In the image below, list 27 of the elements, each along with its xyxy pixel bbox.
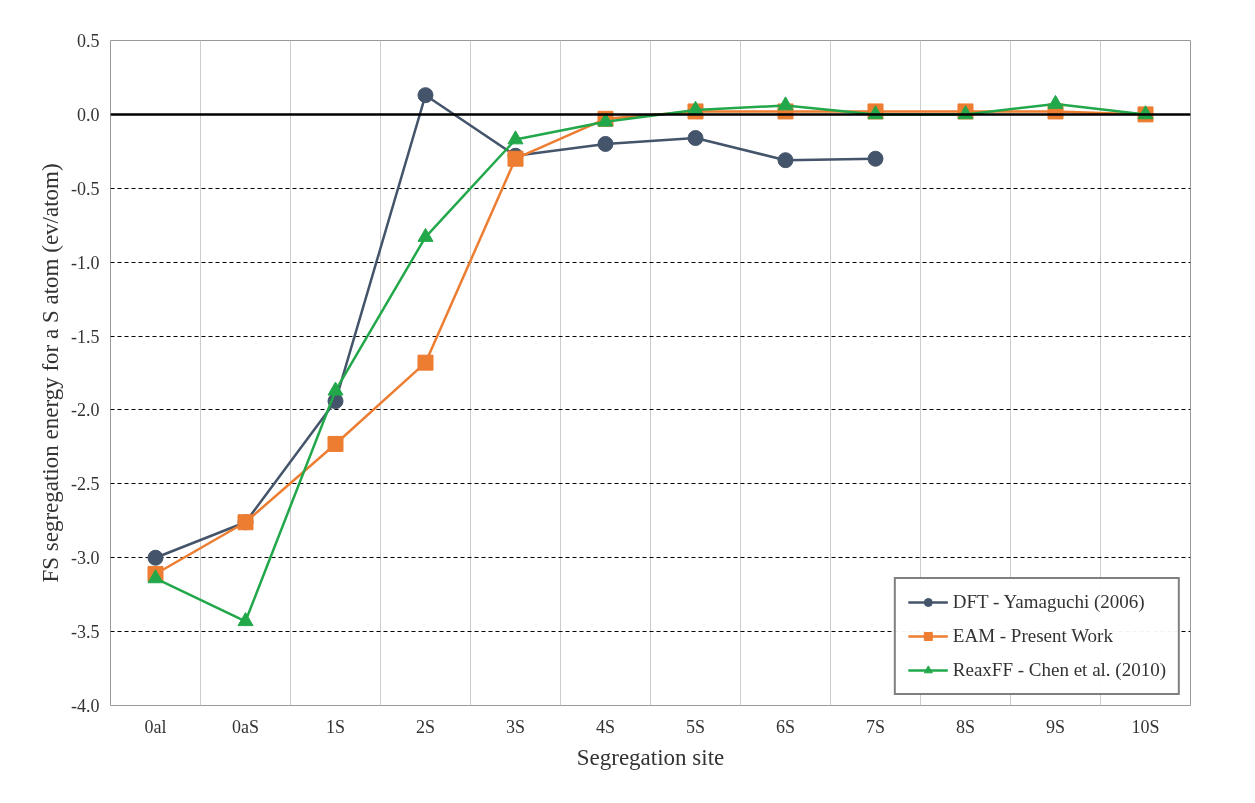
x-tick-label: 0aS (232, 716, 259, 737)
x-axis-title: Segregation site (576, 744, 725, 770)
x-tick-label: 0al (144, 716, 167, 737)
x-tick-label: 2S (415, 716, 436, 737)
legend-label: DFT - Yamaguchi (2006) (952, 591, 1145, 613)
y-tick-label: 0.5 (77, 31, 100, 51)
y-tick-label: -4.0 (71, 696, 100, 716)
x-tick-label: 7S (865, 716, 886, 737)
y-tick-label: 0.0 (77, 104, 100, 125)
y-tick-label: -1.5 (71, 326, 100, 347)
y-tick-label: -2.5 (71, 474, 100, 495)
x-tick-label: 8S (955, 716, 976, 737)
x-tick-label: 3S (505, 716, 526, 737)
x-tick-label: 1S (325, 716, 346, 737)
y-tick-label: -3.5 (71, 622, 100, 643)
x-tick-label: 10S (1131, 716, 1160, 737)
y-axis-title: FS segregation energy for a S atom (ev/atom) (38, 163, 64, 583)
y-tick-label: -1.0 (71, 252, 100, 273)
y-tick-label: -0.5 (71, 178, 100, 199)
legend-label: ReaxFF - Chen et al. (2010) (952, 659, 1166, 681)
y-tick-label: -3.0 (71, 548, 100, 569)
x-tick-label: 6S (775, 716, 796, 737)
y-tick-label: -2.0 (71, 400, 100, 421)
x-tick-label: 4S (595, 716, 616, 737)
legend-label: EAM - Present Work (952, 625, 1113, 647)
x-tick-label: 5S (685, 716, 706, 737)
x-tick-label: 9S (1045, 716, 1066, 737)
